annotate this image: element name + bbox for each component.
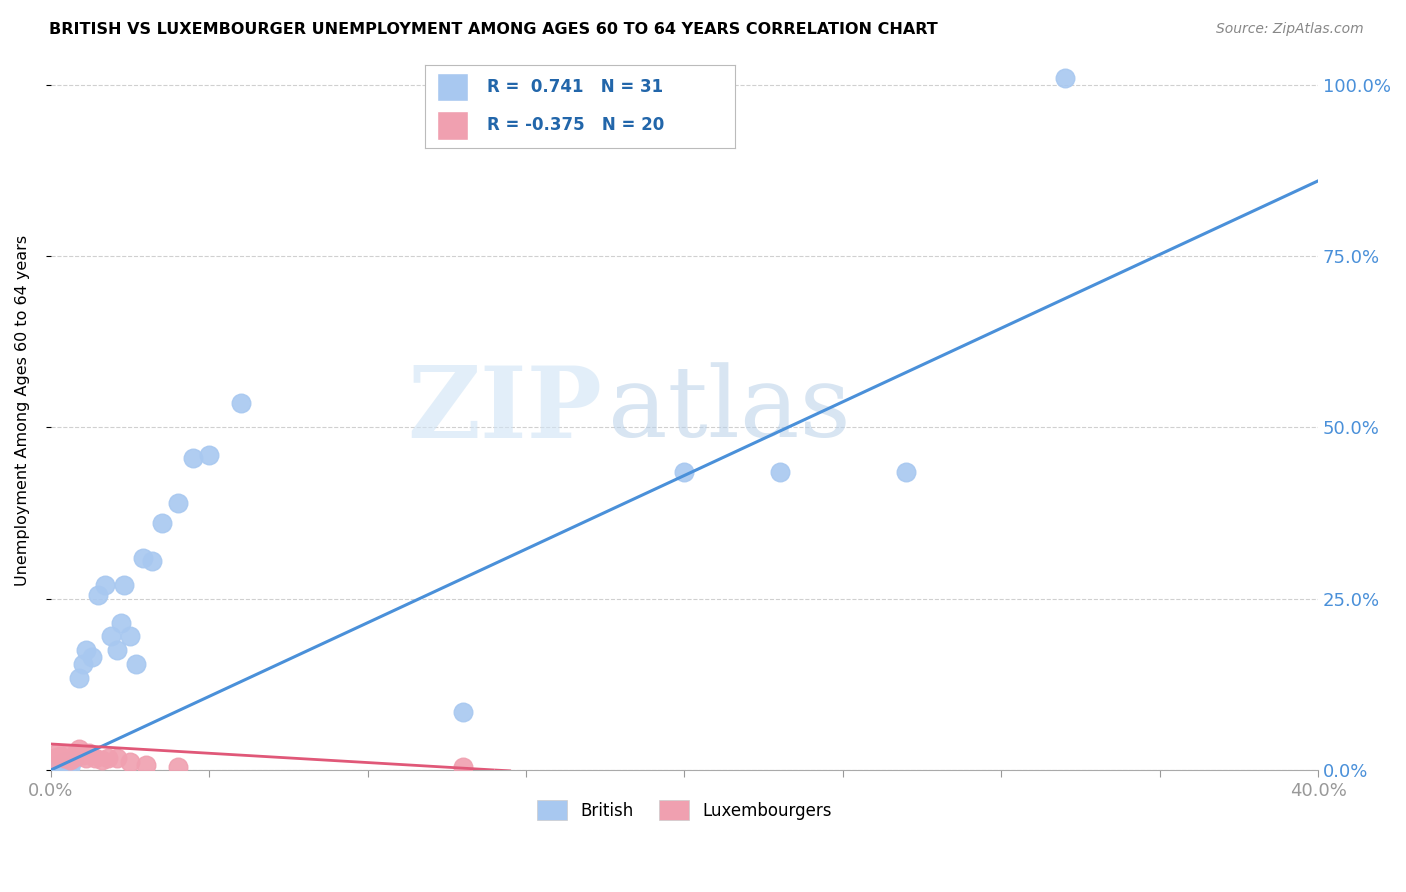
Point	[896, 465, 918, 479]
Point	[150, 516, 173, 531]
Text: Source: ZipAtlas.com: Source: ZipAtlas.com	[1216, 22, 1364, 37]
Y-axis label: Unemployment Among Ages 60 to 64 years: Unemployment Among Ages 60 to 64 years	[15, 235, 30, 586]
Point	[55, 747, 77, 762]
Point	[97, 750, 120, 764]
Point	[118, 629, 141, 643]
Point	[1053, 71, 1076, 86]
Point	[93, 578, 115, 592]
Point	[112, 578, 135, 592]
Point	[67, 742, 90, 756]
Point	[768, 465, 790, 479]
Point	[62, 753, 84, 767]
Point	[125, 657, 148, 671]
Point	[451, 705, 474, 719]
Point	[75, 750, 97, 764]
Point	[87, 588, 110, 602]
Point	[135, 757, 157, 772]
Point	[166, 496, 188, 510]
Point	[198, 448, 221, 462]
Point	[52, 750, 75, 764]
Point	[59, 753, 82, 767]
Point	[49, 759, 72, 773]
Point	[80, 650, 103, 665]
Text: BRITISH VS LUXEMBOURGER UNEMPLOYMENT AMONG AGES 60 TO 64 YEARS CORRELATION CHART: BRITISH VS LUXEMBOURGER UNEMPLOYMENT AMO…	[49, 22, 938, 37]
Point	[52, 755, 75, 769]
Point	[229, 396, 252, 410]
Point	[141, 554, 163, 568]
Point	[118, 755, 141, 769]
Point	[46, 757, 69, 772]
Point	[673, 465, 696, 479]
Point	[100, 629, 122, 643]
Point	[49, 749, 72, 764]
Point	[77, 746, 100, 760]
Point	[183, 451, 205, 466]
Point	[105, 643, 128, 657]
Point	[46, 746, 69, 760]
Point	[84, 750, 107, 764]
Point	[72, 747, 94, 762]
Point	[55, 757, 77, 772]
Point	[110, 615, 132, 630]
Point	[62, 750, 84, 764]
Text: atlas: atlas	[609, 362, 851, 458]
Legend: British, Luxembourgers: British, Luxembourgers	[530, 794, 838, 826]
Point	[166, 759, 188, 773]
Point	[90, 753, 112, 767]
Point	[59, 759, 82, 773]
Point	[65, 746, 87, 760]
Point	[132, 550, 155, 565]
Point	[42, 759, 65, 773]
Point	[75, 643, 97, 657]
Point	[72, 657, 94, 671]
Point	[451, 759, 474, 773]
Text: ZIP: ZIP	[408, 362, 602, 458]
Point	[67, 671, 90, 685]
Point	[42, 750, 65, 764]
Point	[105, 750, 128, 764]
